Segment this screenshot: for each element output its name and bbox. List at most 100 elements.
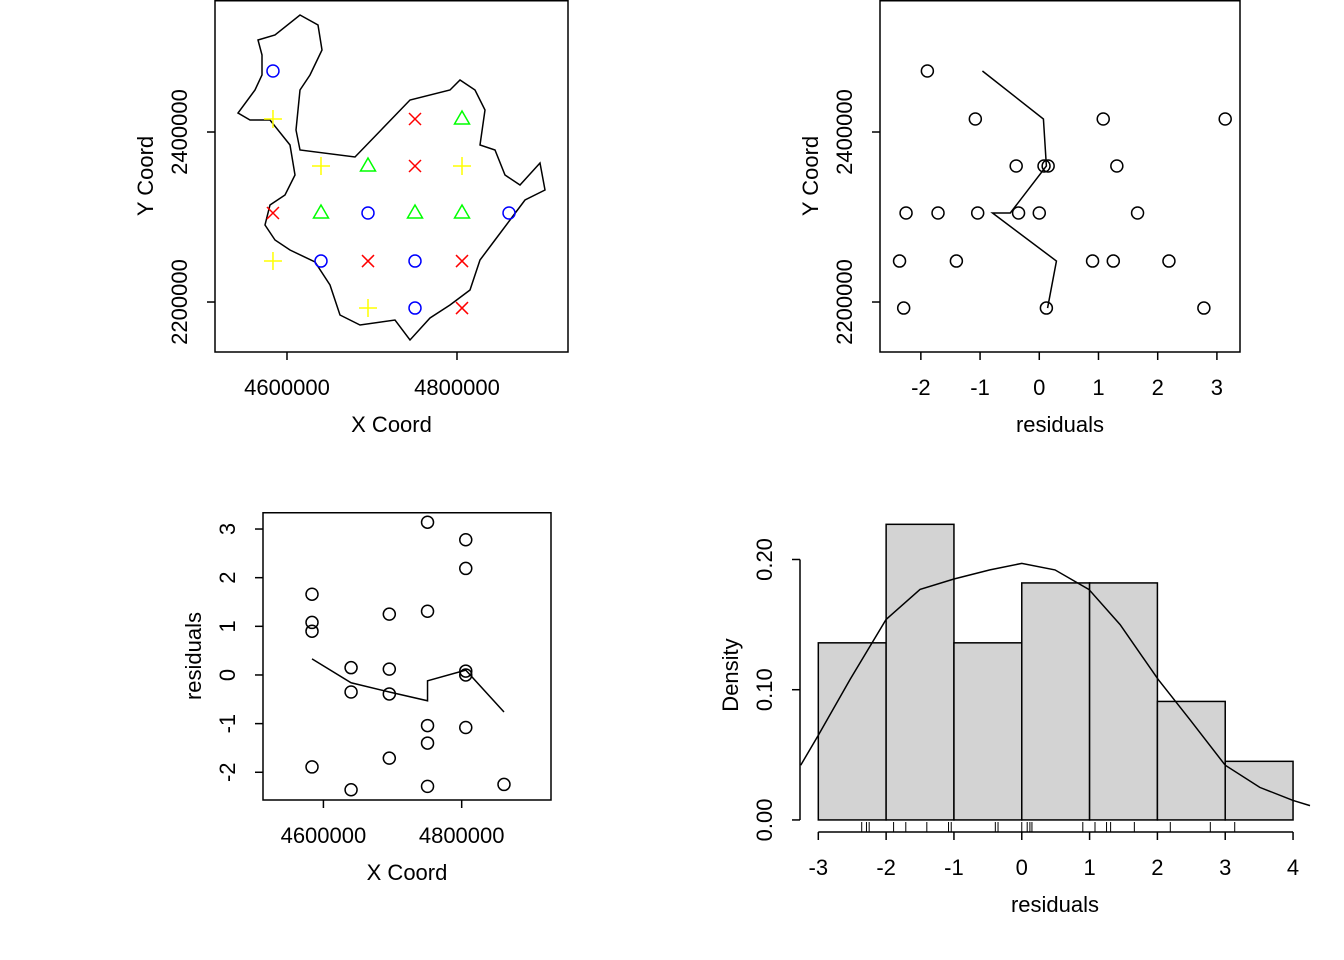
point — [1162, 254, 1176, 268]
point — [899, 206, 913, 220]
point — [408, 301, 422, 315]
point — [305, 624, 319, 638]
point — [263, 252, 282, 271]
x-tick-label: 1 — [1092, 375, 1104, 400]
y-axis-label: Density — [718, 638, 743, 711]
smooth-line — [981, 70, 1058, 309]
point — [453, 157, 472, 176]
x-tick-label: 4800000 — [414, 375, 500, 400]
y-axis-label: Y Coord — [133, 136, 158, 216]
point — [453, 109, 471, 125]
point — [1085, 254, 1100, 268]
point — [406, 203, 424, 219]
x-tick-label: 1 — [1083, 855, 1095, 880]
point — [361, 206, 375, 220]
point — [931, 206, 945, 220]
x-tick-label: 0 — [1016, 855, 1028, 880]
point — [420, 779, 435, 794]
point — [263, 110, 282, 129]
point — [382, 662, 397, 676]
point — [970, 206, 985, 220]
bar — [1224, 760, 1294, 821]
point — [1039, 301, 1054, 315]
x-axis-label: residuals — [1011, 892, 1099, 917]
point — [1106, 254, 1121, 268]
point — [920, 64, 935, 78]
x-tick-label: -2 — [911, 375, 931, 400]
x-tick-label: 4600000 — [281, 823, 367, 848]
x-axis-label: X Coord — [367, 860, 448, 885]
point — [382, 751, 397, 765]
y-tick-label: 0.10 — [752, 668, 777, 711]
x-tick-label: 2 — [1152, 375, 1164, 400]
point — [420, 736, 435, 750]
point — [459, 561, 473, 576]
point — [1041, 159, 1055, 173]
region-outline — [236, 14, 546, 342]
plot-frame — [214, 0, 569, 353]
y-tick-label: 0.00 — [752, 799, 777, 842]
x-tick-label: -1 — [944, 855, 964, 880]
density-curve — [800, 562, 1311, 807]
x-tick-label: 3 — [1219, 855, 1231, 880]
point — [497, 777, 511, 792]
point — [314, 254, 328, 268]
point — [1037, 159, 1051, 173]
point — [455, 254, 469, 268]
point — [1218, 112, 1232, 126]
point — [408, 112, 422, 126]
point — [968, 112, 983, 126]
y-tick-label: 2 — [215, 572, 240, 584]
point — [359, 156, 377, 172]
point — [344, 783, 358, 797]
y-axis-label: Y Coord — [798, 136, 823, 216]
point — [311, 157, 330, 176]
point — [266, 206, 280, 220]
y-tick-label: 3 — [215, 523, 240, 535]
y-tick-label: 1 — [215, 620, 240, 632]
smooth-line — [311, 658, 505, 713]
point — [459, 720, 473, 735]
y-axis-label: residuals — [181, 612, 206, 700]
point — [305, 760, 319, 774]
bar — [1088, 582, 1159, 821]
bar — [1021, 582, 1091, 821]
point — [344, 685, 358, 699]
plot-frame — [262, 512, 552, 801]
x-tick-label: 4 — [1287, 855, 1299, 880]
point — [1197, 301, 1211, 315]
y-tick-label: 2400000 — [167, 89, 192, 175]
x-tick-label: 2 — [1151, 855, 1163, 880]
x-axis-label: residuals — [1016, 412, 1104, 437]
bar — [817, 642, 887, 821]
point — [896, 301, 911, 315]
bar — [1156, 700, 1226, 821]
point — [344, 660, 358, 675]
y-tick-label: 2200000 — [167, 259, 192, 345]
y-tick-label: 2400000 — [832, 89, 857, 175]
point — [459, 532, 473, 547]
x-tick-label: -3 — [809, 855, 829, 880]
x-tick-label: 0 — [1033, 375, 1045, 400]
bar — [953, 642, 1023, 821]
point — [1130, 206, 1145, 220]
y-tick-label: -1 — [215, 714, 240, 734]
point — [420, 718, 435, 733]
point — [420, 515, 435, 529]
point — [1110, 159, 1124, 173]
x-tick-label: 3 — [1211, 375, 1223, 400]
point — [1009, 159, 1023, 173]
point — [312, 203, 330, 219]
point — [459, 668, 473, 682]
point — [1011, 206, 1026, 220]
point — [358, 299, 377, 318]
y-tick-label: 0 — [215, 669, 240, 681]
x-axis-label: X Coord — [351, 412, 432, 437]
point — [408, 254, 422, 268]
point — [502, 206, 516, 220]
point — [892, 254, 907, 268]
point — [266, 64, 280, 78]
x-tick-label: -1 — [970, 375, 990, 400]
